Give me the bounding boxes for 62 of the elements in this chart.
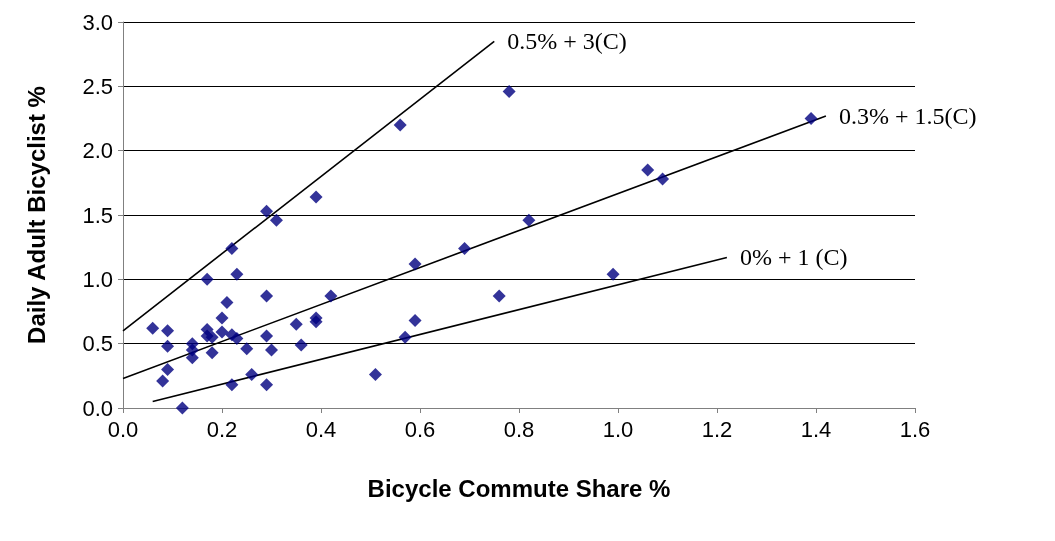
annotation: 0.3% + 1.5(C) [838, 102, 977, 129]
y-tick-label: 1.0 [82, 266, 113, 292]
point [161, 339, 175, 353]
point [215, 311, 229, 325]
point [606, 267, 620, 281]
x-tick-label: 1.6 [899, 416, 931, 442]
point [260, 329, 274, 343]
point [522, 213, 536, 227]
point [225, 241, 239, 255]
point [265, 343, 278, 357]
x-tick-label: 0.4 [305, 416, 337, 442]
annotation: 0% + 1 (C) [739, 244, 848, 271]
point [200, 272, 214, 286]
annotation: 0.5% + 3(C) [507, 28, 627, 55]
point [289, 317, 303, 331]
point [205, 330, 219, 344]
y-tick-label: 2.0 [82, 138, 113, 164]
y-tick-label: 2.5 [82, 73, 113, 99]
point [408, 257, 422, 271]
point [185, 351, 199, 365]
point [260, 204, 274, 218]
point [368, 368, 382, 382]
point [309, 190, 323, 204]
point [324, 289, 338, 303]
x-tick-label: 0.8 [503, 416, 535, 442]
point [220, 295, 234, 309]
point [205, 346, 219, 360]
point [240, 342, 254, 356]
point [458, 241, 472, 255]
y-axis-title: Daily Adult Bicyclist % [22, 86, 50, 344]
point [269, 213, 283, 227]
point [294, 338, 308, 352]
point [393, 118, 407, 132]
x-tick-label: 0.6 [404, 416, 436, 442]
point [230, 267, 244, 281]
point [260, 378, 274, 392]
point [804, 112, 818, 125]
x-tick-label: 1.0 [602, 416, 634, 442]
point [161, 324, 175, 338]
point [398, 330, 412, 344]
point [260, 289, 274, 303]
point [230, 332, 244, 346]
point [161, 362, 175, 376]
point [245, 368, 259, 382]
point [156, 374, 170, 388]
point [502, 84, 516, 98]
point [656, 172, 670, 186]
point [225, 378, 239, 392]
x-axis-title: Bicycle Commute Share % [367, 474, 671, 502]
x-tick-label: 1.4 [800, 416, 832, 442]
point [492, 289, 506, 303]
point [215, 325, 229, 339]
point [146, 321, 160, 335]
point [309, 315, 323, 329]
point [408, 314, 422, 328]
y-tick-label: 3.0 [82, 9, 113, 35]
x-tick-label: 1.2 [701, 416, 733, 442]
y-tick-label: 0.5 [82, 331, 113, 357]
point [175, 401, 189, 415]
y-tick-label: 1.5 [82, 202, 113, 228]
x-tick-label: 0.2 [206, 416, 238, 442]
point [641, 163, 655, 177]
